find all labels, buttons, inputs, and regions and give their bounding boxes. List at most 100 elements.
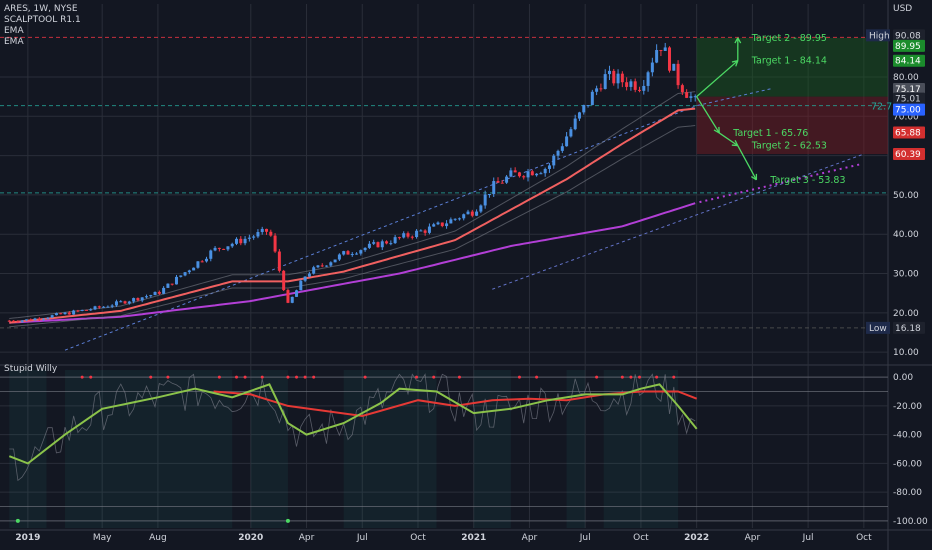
candle-body [46, 317, 50, 319]
candle-body [337, 254, 341, 260]
x-tick-label: Jul [802, 533, 814, 543]
indicator-pane-title[interactable]: Stupid Willy [4, 364, 58, 374]
candle-body [436, 222, 440, 225]
candle-body [29, 319, 33, 321]
osc-signal-dot [629, 375, 633, 379]
candle-body [685, 92, 689, 98]
price-tag [893, 103, 925, 116]
candle-body [676, 63, 680, 86]
candle-body [625, 82, 629, 87]
ema-slow-line [9, 202, 696, 324]
candle-body [445, 223, 449, 227]
osc-shade [9, 370, 47, 528]
target-arrow [737, 145, 757, 181]
candle-body [492, 181, 496, 195]
osc-signal-dot [432, 375, 436, 379]
candle-body [569, 129, 573, 137]
candle-body [556, 150, 560, 156]
candle-body [590, 91, 594, 106]
candle-body [633, 81, 637, 90]
candle-body [552, 155, 556, 166]
candle-body [402, 233, 406, 238]
candle-body [42, 318, 46, 320]
candle-body [132, 298, 136, 302]
price-tag-label: 90.08 [895, 31, 921, 41]
candle-body [312, 267, 316, 274]
candle-body [539, 173, 543, 175]
candle-body [290, 296, 294, 303]
candle-body [440, 222, 444, 227]
price-tag-label: 75.17 [895, 85, 921, 95]
target-label: Target 2 - 62.53 [751, 141, 827, 152]
x-tick-label: 2021 [461, 533, 486, 543]
candle-body [217, 247, 221, 249]
candle-body [247, 237, 251, 239]
candle-body [393, 237, 397, 244]
price-tag-label: 84.14 [895, 57, 921, 67]
osc-signal-dot [217, 375, 221, 379]
candle-body [462, 214, 466, 219]
candle-body [350, 254, 354, 256]
candle-body [573, 118, 577, 130]
candle-body [646, 72, 650, 86]
candle-body [299, 280, 303, 291]
candle-body [655, 50, 659, 63]
candle-body [179, 275, 183, 277]
indicator-scalptool[interactable]: SCALPTOOL R1.1 [4, 15, 81, 25]
osc-signal-dot [295, 375, 299, 379]
candle-body [273, 235, 277, 252]
long-zone [696, 37, 888, 97]
y-tick-label: 70.00 [893, 112, 919, 122]
candle-body [170, 283, 174, 285]
ema-fast-line [9, 107, 696, 324]
indicator-ema-slow[interactable]: EMA [4, 37, 24, 47]
price-tag-label: 65.88 [895, 128, 921, 138]
target-arrow [696, 96, 720, 134]
candle-body [80, 309, 84, 311]
candle-body [629, 81, 633, 87]
osc-signal-dot [595, 375, 599, 379]
candle-body [320, 265, 324, 267]
osc-y-tick-label: -80.00 [893, 488, 922, 498]
candle-body [346, 251, 350, 255]
x-tick-label: 2020 [238, 533, 263, 543]
target-arrowhead [734, 37, 742, 44]
osc-fast-line [8, 383, 698, 465]
osc-signal-dot [89, 375, 93, 379]
candle-body [260, 228, 264, 233]
osc-signal-dot [415, 375, 419, 379]
osc-signal-dot [655, 375, 659, 379]
candle-body [136, 298, 140, 301]
candle-body [582, 105, 586, 113]
x-tick-label: Oct [856, 533, 872, 543]
osc-shade [343, 370, 437, 528]
candle-body [535, 173, 539, 176]
indicator-ema-fast[interactable]: EMA [4, 26, 24, 36]
candle-body [509, 170, 513, 177]
candle-body [355, 253, 359, 255]
symbol-title[interactable]: ARES, 1W, NYSE [4, 4, 78, 14]
candle-body [252, 236, 256, 238]
osc-signal-dot [535, 375, 539, 379]
y-tick-label: 50.00 [893, 191, 919, 201]
candle-body [59, 313, 63, 315]
candle-body [282, 270, 286, 291]
candle-body [526, 171, 530, 178]
candle-body [127, 301, 131, 304]
osc-signal-dot [637, 375, 641, 379]
candle-body [149, 295, 153, 297]
candle-body [470, 211, 474, 216]
candle-body [410, 236, 414, 238]
y-tick-label: 80.00 [893, 73, 919, 83]
candle-body [642, 85, 646, 91]
y-tick-label: 20.00 [893, 309, 919, 319]
trendline [64, 88, 772, 351]
candle-body [547, 165, 551, 169]
price-tag [893, 321, 925, 334]
candle-body [200, 261, 204, 263]
target-arrowhead [731, 139, 739, 147]
candle-body [239, 238, 243, 244]
candle-body [530, 171, 534, 176]
price-tag-label: 75.00 [895, 106, 921, 116]
